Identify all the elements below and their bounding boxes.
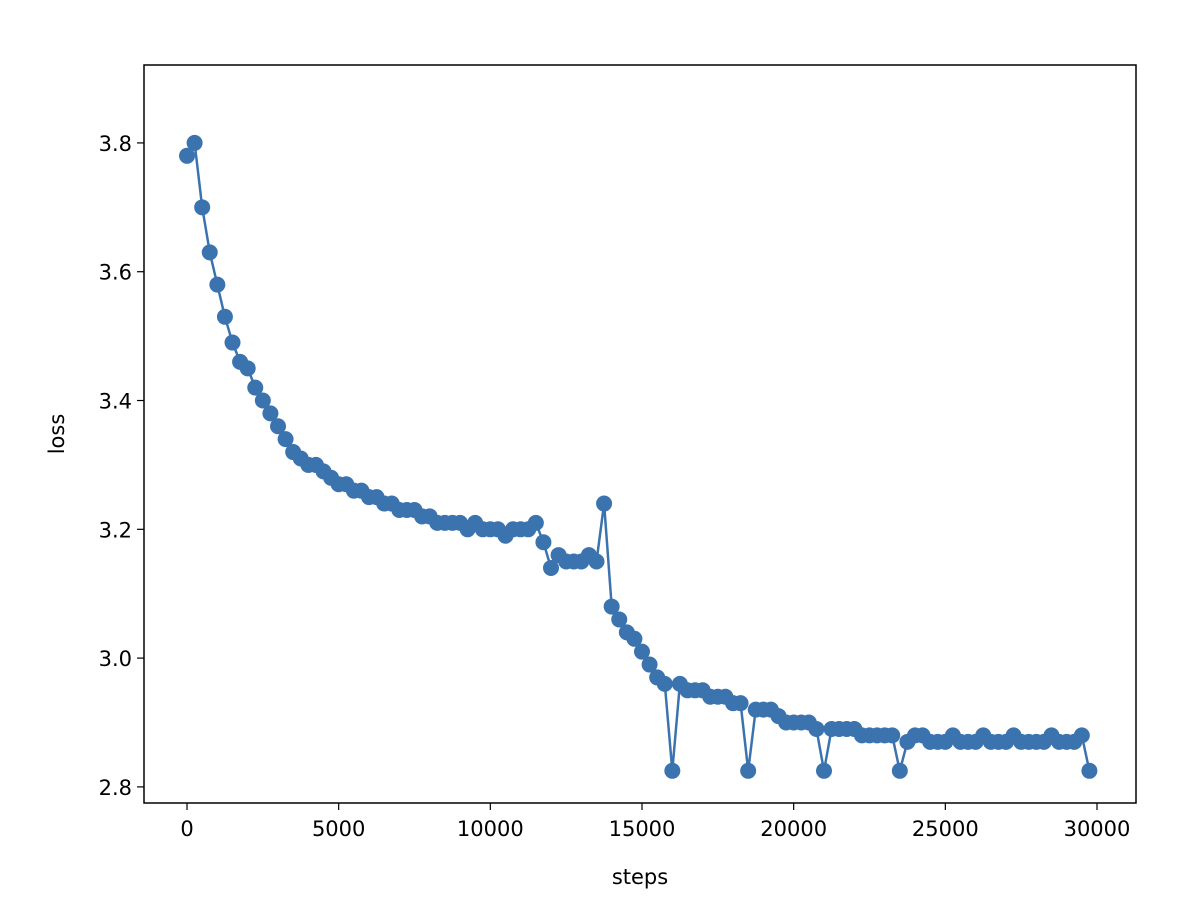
point: [535, 534, 552, 551]
x-axis-label: steps: [612, 865, 668, 889]
point: [527, 514, 544, 531]
point: [186, 134, 203, 151]
point: [1073, 727, 1090, 744]
y-tick-label: 3.2: [99, 518, 132, 542]
point: [270, 418, 287, 435]
y-tick-label: 3.0: [99, 647, 132, 671]
point: [543, 559, 560, 576]
point: [611, 611, 628, 628]
x-tick-label: 30000: [1064, 817, 1131, 841]
point: [884, 727, 901, 744]
point: [891, 762, 908, 779]
point: [224, 334, 241, 351]
y-tick-label: 3.6: [99, 261, 132, 285]
y-tick-label: 3.4: [99, 390, 132, 414]
point: [277, 431, 294, 448]
x-tick-label: 25000: [912, 817, 979, 841]
point: [732, 695, 749, 712]
point: [626, 630, 643, 647]
point: [194, 199, 211, 216]
point: [247, 379, 264, 396]
loss-line: [185, 139, 1091, 772]
point: [815, 762, 832, 779]
point: [1081, 762, 1098, 779]
y-tick-label: 3.8: [99, 132, 132, 156]
point: [808, 720, 825, 737]
y-tick-label: 2.8: [99, 776, 132, 800]
x-tick-label: 15000: [609, 817, 676, 841]
point: [664, 762, 681, 779]
point: [588, 553, 605, 570]
point: [740, 762, 757, 779]
point: [239, 360, 256, 377]
x-tick-label: 20000: [760, 817, 827, 841]
point: [634, 643, 651, 660]
point: [596, 495, 613, 512]
y-axis-label: loss: [45, 414, 69, 455]
point: [209, 276, 226, 293]
point: [254, 392, 271, 409]
x-tick-label: 5000: [312, 817, 365, 841]
point: [656, 675, 673, 692]
point: [179, 147, 196, 164]
point: [201, 244, 218, 261]
plot-frame: [143, 64, 1137, 804]
x-tick-label: 0: [180, 817, 193, 841]
point: [262, 405, 279, 422]
point: [603, 598, 620, 615]
x-tick-label: 10000: [457, 817, 524, 841]
point: [216, 308, 233, 325]
point: [641, 656, 658, 673]
